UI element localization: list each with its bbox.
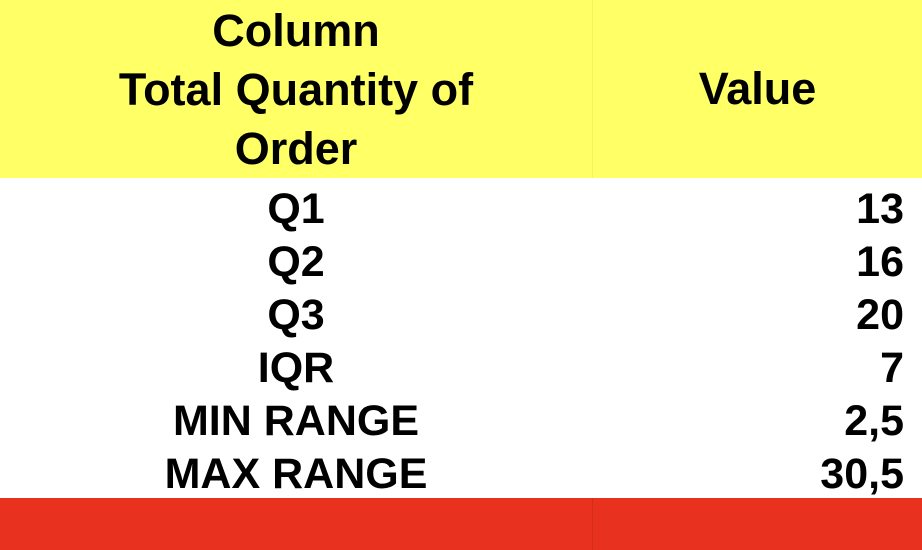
table-row: MIN RANGE 2,5 — [0, 395, 922, 448]
table-row: Q1 13 — [0, 183, 922, 236]
table-header-row: Column Total Quantity of Order Value — [0, 0, 922, 178]
column-header-cell: Column Total Quantity of Order — [0, 0, 592, 178]
footer-cell-left — [0, 498, 592, 550]
value-header-label: Value — [698, 63, 817, 114]
row-value-min-range: 2,5 — [844, 397, 904, 445]
row-label-q2: Q2 — [267, 238, 325, 286]
table-body: Q1 13 Q2 16 Q3 20 IQR 7 MIN RANGE 2,5 MA… — [0, 178, 922, 498]
table-footer-row — [0, 498, 922, 550]
column-header-line-3: Order — [234, 122, 358, 174]
row-label-min-range: MIN RANGE — [172, 397, 420, 445]
row-value-q3: 20 — [856, 291, 904, 339]
row-value-q2: 16 — [856, 238, 904, 286]
column-header-line-1: Column — [212, 4, 380, 56]
footer-cell-right — [592, 498, 922, 550]
row-value-iqr: 7 — [880, 344, 904, 392]
table-row: MAX RANGE 30,5 — [0, 448, 922, 501]
table-row: IQR 7 — [0, 342, 922, 395]
column-header-line-2: Total Quantity of — [118, 63, 474, 115]
row-label-q1: Q1 — [267, 185, 325, 233]
table-row: Q2 16 — [0, 236, 922, 289]
row-label-iqr: IQR — [257, 344, 335, 392]
row-label-max-range: MAX RANGE — [164, 450, 428, 498]
row-label-q3: Q3 — [267, 291, 325, 339]
row-value-q1: 13 — [856, 185, 904, 233]
table-row: Q3 20 — [0, 289, 922, 342]
value-header-cell: Value — [592, 0, 922, 178]
row-value-max-range: 30,5 — [820, 450, 904, 498]
